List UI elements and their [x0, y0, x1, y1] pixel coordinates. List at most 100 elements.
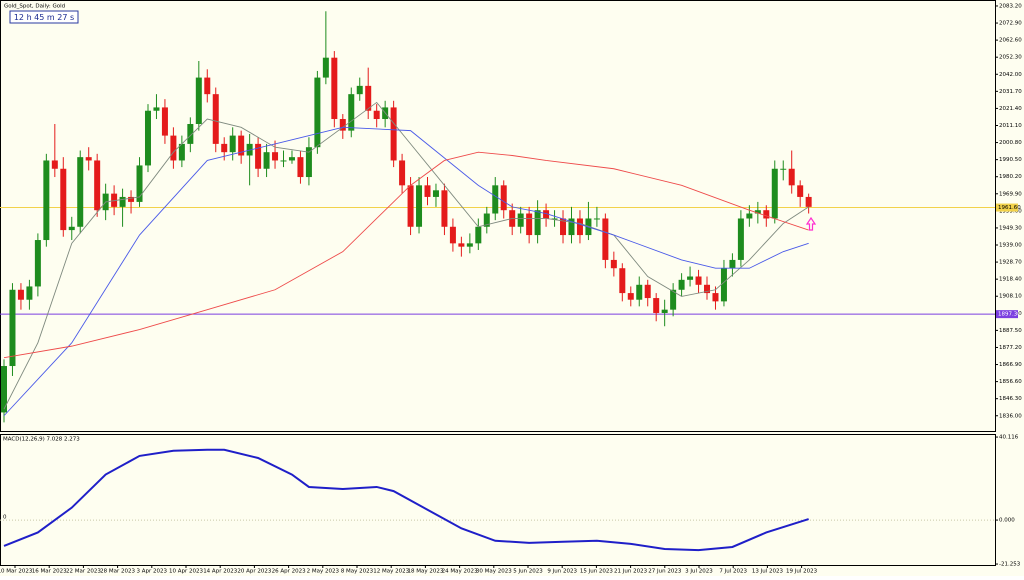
- up-arrow: [805, 216, 817, 231]
- candle-body: [517, 213, 524, 227]
- candle-body: [34, 240, 41, 287]
- candle-body: [136, 165, 143, 202]
- y-tick-label: 1969.90: [999, 191, 1022, 197]
- candle-body: [458, 243, 465, 247]
- candle-body: [602, 218, 609, 260]
- y-tick-label: 1908.10: [999, 294, 1022, 300]
- x-tick-label: 16 Mar 2023: [32, 569, 67, 575]
- x-tick-label: 3 Jul 2023: [685, 569, 713, 575]
- moving-average: [3, 151, 809, 359]
- x-tick-label: 24 May 2023: [442, 569, 478, 575]
- x-tick-label: 10 Apr 2023: [169, 569, 204, 575]
- candle-body: [68, 226, 75, 231]
- y-tick-label: 2042.00: [999, 72, 1022, 78]
- candle-body: [526, 213, 533, 236]
- y-tick-label: 2031.70: [999, 89, 1022, 95]
- candle-body: [687, 276, 694, 280]
- candle-body: [644, 284, 651, 299]
- moving-average: [3, 126, 809, 417]
- candle-body: [390, 107, 397, 161]
- x-tick-label: 10 Mar 2023: [0, 569, 33, 575]
- y-tick-label: 1918.40: [999, 277, 1022, 283]
- y2-tick-label: 40.116: [999, 435, 1019, 441]
- candle-body: [576, 218, 583, 236]
- candle-body: [43, 160, 50, 241]
- candle-body: [720, 268, 727, 302]
- y-tick-label: 1856.60: [999, 379, 1022, 385]
- candle-body: [780, 168, 787, 170]
- y-tick-label: 2000.80: [999, 140, 1022, 146]
- candle-body: [128, 196, 135, 202]
- candle-body: [178, 143, 185, 161]
- candle-body: [636, 284, 643, 300]
- y-tick-label: 1980.20: [999, 174, 1022, 180]
- x-tick-label: 12 May 2023: [373, 569, 409, 575]
- candle-body: [661, 309, 668, 313]
- candle-body: [85, 157, 92, 161]
- candle-body: [348, 94, 355, 131]
- candle-body: [238, 135, 245, 156]
- candle-body: [331, 57, 338, 120]
- candle-body: [17, 289, 24, 300]
- x-tick-label: 28 Mar 2023: [100, 569, 135, 575]
- candle-body: [407, 185, 414, 227]
- x-tick-label: 30 May 2023: [476, 569, 512, 575]
- y-tick-label: 2083.20: [999, 3, 1022, 9]
- candle-body: [712, 293, 719, 302]
- candle-body: [322, 57, 329, 78]
- x-tick-label: 3 Apr 2023: [137, 569, 168, 575]
- price-panel: [0, 0, 996, 432]
- x-tick-label: 18 May 2023: [407, 569, 443, 575]
- candle-body: [475, 226, 482, 244]
- x-tick-label: 22 Mar 2023: [66, 569, 101, 575]
- y-tick-label: 1887.50: [999, 328, 1022, 334]
- candle-body: [424, 185, 431, 197]
- x-tick-label: 14 Apr 2023: [203, 569, 238, 575]
- y-tick-label: 1836.00: [999, 413, 1022, 419]
- y2-tick-label: -21.253: [999, 562, 1021, 568]
- y-tick-label: 1846.30: [999, 396, 1022, 402]
- candle-body: [534, 210, 541, 236]
- y-tick-label: 2072.90: [999, 21, 1022, 27]
- candle-body: [161, 107, 168, 136]
- candle-body: [763, 210, 770, 219]
- chart-title: Gold_Spot, Daily: Gold: [4, 4, 65, 10]
- candle-body: [695, 276, 702, 285]
- candle-body: [416, 185, 423, 227]
- candle-body: [195, 77, 202, 124]
- candle-body: [1, 366, 7, 413]
- candle-body: [432, 190, 439, 197]
- candle-body: [356, 85, 363, 95]
- candle-body: [297, 157, 304, 178]
- y-tick-label: 2052.30: [999, 55, 1022, 61]
- x-tick-label: 13 Jul 2023: [752, 569, 784, 575]
- x-tick-label: 15 Jun 2023: [580, 569, 614, 575]
- candle-body: [704, 284, 711, 294]
- candle-body: [229, 135, 236, 153]
- y-tick-label: 1949.30: [999, 225, 1022, 231]
- candle-body: [771, 168, 778, 219]
- candle-body: [255, 143, 262, 169]
- candle-body: [272, 152, 279, 161]
- y-tick-label: 2062.60: [999, 38, 1022, 44]
- price-label: 1897.30: [998, 312, 1021, 318]
- timer: 12 h 45 m 27 s: [14, 13, 74, 22]
- y-tick-label: 1877.20: [999, 345, 1022, 351]
- candle-body: [543, 210, 550, 219]
- candle-body: [153, 107, 160, 111]
- candle-body: [746, 213, 753, 219]
- candle-body: [119, 196, 126, 207]
- candle-body: [399, 160, 406, 186]
- candle-body: [60, 168, 67, 231]
- candle-body: [805, 196, 812, 207]
- price-label-box: [996, 310, 1018, 319]
- x-tick-label: 2 May 2023: [307, 569, 340, 575]
- candle-body: [483, 213, 490, 227]
- y-tick-label: 2011.10: [999, 123, 1022, 129]
- candle-body: [653, 298, 660, 313]
- timer-box: [9, 10, 79, 24]
- candle-body: [204, 77, 211, 95]
